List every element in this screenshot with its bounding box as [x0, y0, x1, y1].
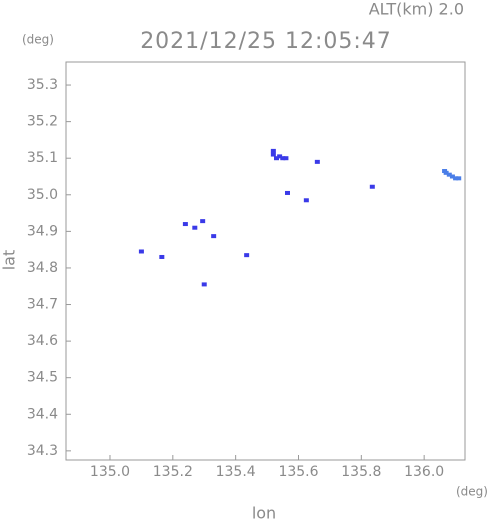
point — [442, 169, 448, 174]
y-tick-label: 34.7 — [27, 297, 58, 313]
point — [369, 184, 375, 189]
y-tick-label: 34.9 — [27, 223, 58, 239]
point — [314, 159, 320, 164]
x-axis-label: lon — [252, 504, 276, 521]
x-tick-label: 135.2 — [153, 464, 193, 480]
y-tick-label: 35.0 — [27, 187, 58, 203]
point — [449, 174, 455, 179]
y-tick-label: 35.2 — [27, 114, 58, 130]
point — [138, 249, 144, 254]
x-unit: (deg) — [456, 485, 488, 499]
point — [303, 198, 309, 203]
x-tick-label: 135.6 — [278, 464, 318, 480]
point — [211, 234, 217, 239]
point — [453, 176, 459, 181]
point — [280, 156, 286, 161]
point — [270, 148, 276, 153]
y-tick-label: 34.8 — [27, 260, 58, 276]
point — [284, 190, 290, 195]
y-tick-label: 34.5 — [27, 370, 58, 386]
point — [456, 176, 462, 181]
x-tick-label: 136.0 — [404, 464, 444, 480]
x-tick-label: 135.8 — [341, 464, 381, 480]
point — [200, 219, 206, 224]
x-tick-label: 135.4 — [216, 464, 256, 480]
plot-frame — [65, 61, 466, 461]
y-tick-label: 34.3 — [27, 443, 58, 459]
point — [277, 154, 283, 159]
y-tick-label: 34.6 — [27, 333, 58, 349]
chart-title: 2021/12/25 12:05:47 — [140, 29, 392, 54]
y-tick-label: 35.3 — [27, 77, 58, 93]
point — [270, 152, 276, 157]
point — [273, 156, 279, 161]
y-tick-label: 34.4 — [27, 406, 58, 422]
point — [182, 222, 188, 227]
y-tick-label: 35.1 — [27, 150, 58, 166]
point — [159, 254, 165, 259]
point — [446, 172, 452, 177]
point — [192, 225, 198, 230]
point — [283, 156, 289, 161]
y-unit: (deg) — [22, 33, 54, 47]
altitude-label: ALT(km) 2.0 — [369, 0, 464, 19]
y-axis-label: lat — [0, 250, 19, 271]
point — [244, 253, 250, 258]
point — [201, 282, 207, 287]
x-tick-label: 135.0 — [90, 464, 130, 480]
